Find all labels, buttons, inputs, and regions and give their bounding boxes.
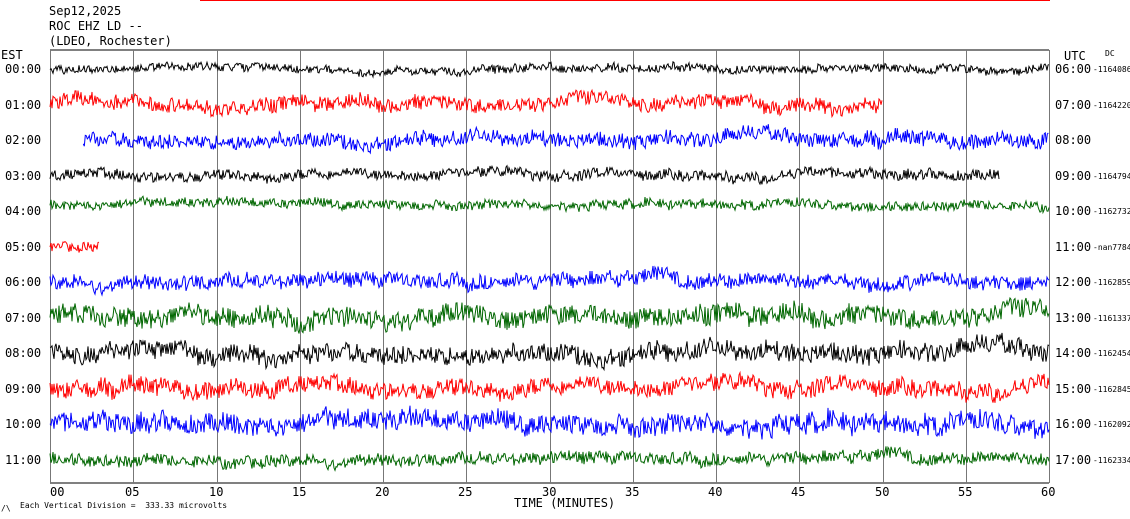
- x-tick-label: 45: [791, 485, 806, 499]
- trace-0400: [49, 195, 1050, 215]
- utc-hour-label: 10:00: [1055, 204, 1092, 218]
- trace-0100: [49, 88, 883, 119]
- dc-offset-label: -1162859: [1093, 278, 1130, 287]
- trace-0800: [49, 332, 1050, 372]
- utc-hour-label: 16:00: [1055, 417, 1092, 431]
- corner-mark: /\: [1, 504, 11, 513]
- utc-hour-label: 13:00: [1055, 310, 1092, 325]
- header-date: Sep12,2025: [49, 4, 122, 18]
- utc-hour-label: 09:00: [1055, 168, 1092, 183]
- est-hour-label: 03:00: [5, 168, 42, 183]
- dc-offset-label: -1164220: [1093, 100, 1130, 110]
- x-tick-label: 20: [375, 485, 390, 499]
- est-hour-label: 08:00: [5, 346, 42, 360]
- header-station: ROC EHZ LD --: [49, 19, 143, 33]
- scale-note: Each Vertical Division = 333.33 microvol…: [20, 501, 228, 510]
- utc-hour-label: 17:00: [1055, 452, 1092, 467]
- x-tick-label: 25: [458, 485, 473, 499]
- est-hour-label: 00:00: [5, 62, 42, 76]
- dc-offset-label: -1162845: [1093, 384, 1130, 394]
- utc-hour-label: 11:00: [1055, 239, 1092, 254]
- x-tick-label: 30: [542, 485, 557, 499]
- dc-offset-label: -1162454: [1093, 349, 1130, 358]
- x-tick-label: 15: [292, 485, 307, 499]
- trace-1100: [49, 445, 1050, 472]
- x-tick-label: 35: [625, 485, 640, 499]
- trace-0500: [49, 240, 100, 253]
- right-axis-title: UTC: [1064, 49, 1086, 63]
- x-tick-label: 60: [1041, 485, 1056, 499]
- est-hour-label: 01:00: [5, 97, 42, 112]
- est-hour-label: 11:00: [5, 452, 42, 467]
- est-hour-label: 09:00: [5, 381, 42, 396]
- trace-0600: [49, 265, 1050, 297]
- est-hour-label: 02:00: [5, 133, 42, 147]
- dc-offset-label: -nan7784: [1093, 242, 1130, 252]
- x-axis-title: TIME (MINUTES): [514, 496, 616, 510]
- trace-0700: [49, 296, 1050, 334]
- utc-hour-label: 06:00: [1055, 62, 1092, 76]
- est-hour-label: 05:00: [5, 239, 42, 254]
- x-tick-label: 40: [708, 485, 723, 499]
- trace-0000: [49, 60, 1050, 79]
- left-axis-title: EST: [1, 48, 23, 62]
- x-tick-label: 10: [209, 485, 224, 499]
- dc-offset-label: -1161337: [1093, 313, 1130, 323]
- trace-0200: [82, 124, 1049, 155]
- utc-hour-label: 15:00: [1055, 381, 1092, 396]
- est-hour-label: 10:00: [5, 417, 42, 431]
- header-network: (LDEO, Rochester): [49, 34, 172, 48]
- dc-offset-label: -1164794: [1093, 171, 1130, 181]
- est-hour-label: 04:00: [5, 204, 42, 218]
- x-tick-label: 50: [875, 485, 890, 499]
- est-hour-label: 06:00: [5, 275, 42, 289]
- dc-offset-label: -1164086: [1093, 65, 1130, 74]
- utc-hour-label: 12:00: [1055, 275, 1092, 289]
- x-tick-label: 05: [125, 485, 140, 499]
- est-hour-label: 07:00: [5, 310, 42, 325]
- trace-0300: [49, 164, 1000, 186]
- utc-hour-label: 07:00: [1055, 97, 1092, 112]
- dc-offset-label: -1162732: [1093, 207, 1130, 216]
- trace-1000: [49, 405, 1050, 440]
- dc-offset-label: -1162334: [1093, 455, 1130, 465]
- utc-hour-label: 14:00: [1055, 346, 1092, 360]
- x-tick-label: 55: [958, 485, 973, 499]
- utc-hour-label: 08:00: [1055, 133, 1092, 147]
- x-tick-label: 00: [50, 485, 65, 499]
- dc-label: DC: [1105, 49, 1115, 58]
- trace-0900: [49, 370, 1050, 403]
- dc-offset-label: -1162092: [1093, 420, 1130, 429]
